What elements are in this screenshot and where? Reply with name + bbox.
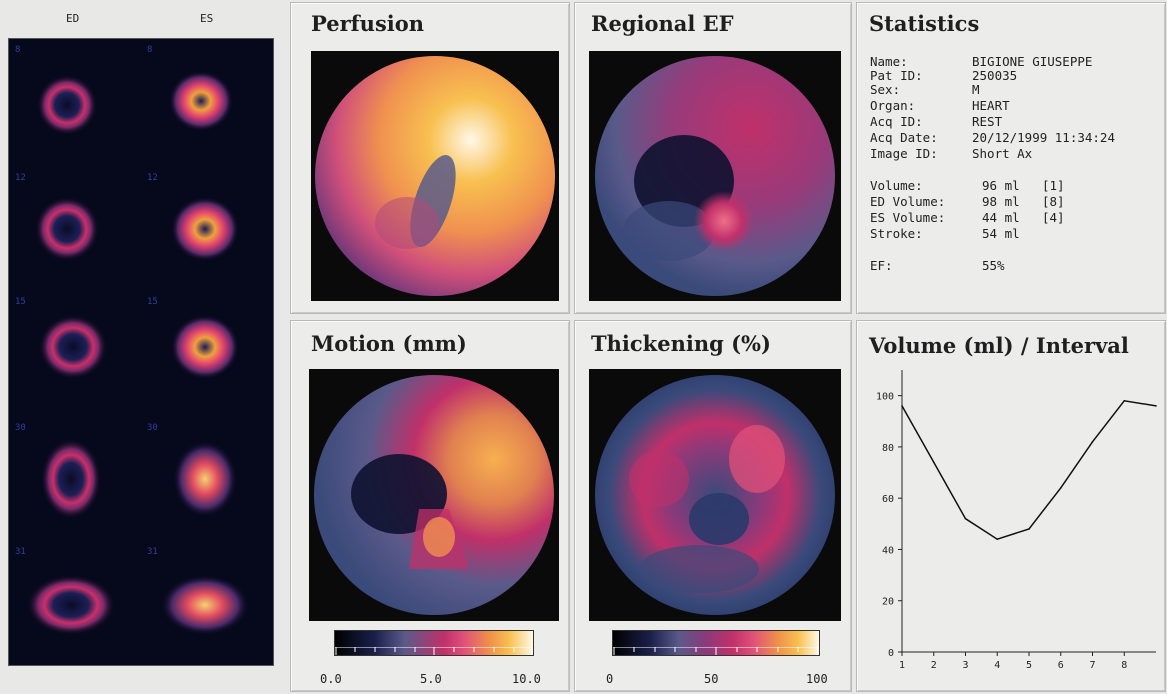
stat-note: [4] [1042, 210, 1065, 225]
x-tick-label: 8 [1121, 660, 1127, 671]
thickening-scale-min: 0 [606, 672, 614, 686]
volume-point [1059, 487, 1062, 489]
volume-point [932, 461, 935, 464]
stat-label: ED Volume: [870, 194, 946, 209]
volume-point [1091, 440, 1094, 443]
volume-point [1155, 405, 1157, 407]
stat-value: 54 ml [982, 226, 1020, 241]
statistics-title: Statistics [869, 11, 980, 36]
stat-value: M [972, 82, 980, 97]
stat-value: 98 ml [982, 194, 1020, 209]
stat-label: Sex: [870, 82, 901, 97]
x-tick-label: 5 [1026, 660, 1032, 671]
x-tick-label: 4 [994, 660, 1000, 671]
x-tick-label: 2 [931, 660, 937, 671]
thickening-polar-map [589, 369, 841, 621]
regional-ef-panel: Regional EF [574, 2, 852, 314]
regional-ef-title: Regional EF [591, 11, 734, 36]
stat-value: BIGIONE GIUSEPPE [972, 54, 1093, 69]
slice-number-label: 30 [147, 423, 158, 433]
slice-number-label: 12 [147, 173, 158, 183]
stat-value: 44 ml [982, 210, 1020, 225]
volume-point [1028, 528, 1030, 530]
stat-label: ES Volume: [870, 210, 946, 225]
thickening-scale-mid: 50 [704, 672, 719, 686]
stat-label: Pat ID: [870, 68, 923, 83]
slice-es-31 [161, 575, 249, 635]
motion-scale-min: 0.0 [320, 672, 342, 686]
stat-value: 250035 [972, 68, 1018, 83]
stat-note: [1] [1042, 178, 1065, 193]
stat-value: Short Ax [972, 146, 1033, 161]
motion-scale-max: 10.0 [512, 672, 541, 686]
volume-line [901, 399, 1157, 541]
slice-ed-31 [27, 575, 115, 635]
stat-label: Volume: [870, 178, 923, 193]
thickening-scale-max: 100 [806, 672, 828, 686]
slice-es-12 [171, 197, 239, 261]
slice-number-label: 15 [15, 297, 26, 307]
stat-label: Stroke: [870, 226, 923, 241]
slice-es-15 [171, 315, 239, 379]
motion-title: Motion (mm) [311, 331, 467, 356]
slice-grid: 8 8 12 12 15 15 30 30 31 31 [8, 38, 274, 666]
motion-scale-mid: 5.0 [420, 672, 442, 686]
slice-ed-15 [39, 315, 107, 379]
stat-value: REST [972, 114, 1003, 129]
y-tick-label: 80 [882, 443, 894, 454]
motion-polar-map [309, 369, 559, 621]
slice-number-label: 8 [15, 45, 21, 55]
thickening-title: Thickening (%) [591, 331, 771, 356]
ef-value: 55% [982, 258, 1005, 273]
x-tick-label: 6 [1058, 660, 1064, 671]
y-tick-label: 40 [882, 545, 894, 556]
stat-value: HEART [972, 98, 1010, 113]
stat-value: 20/12/1999 11:34:24 [972, 130, 1115, 145]
y-tick-label: 0 [888, 648, 894, 659]
slice-ed-30 [41, 439, 101, 519]
stat-note: [8] [1042, 194, 1065, 209]
volume-chart: 0 20 40 60 80 100 1 2 3 4 5 6 7 8 [876, 370, 1157, 671]
volume-point [901, 405, 903, 407]
y-tick-label: 100 [876, 392, 894, 403]
volume-title: Volume (ml) / Interval [869, 333, 1129, 358]
volume-panel: Volume (ml) / Interval [856, 320, 1166, 692]
slice-number-label: 30 [15, 423, 26, 433]
x-tick-label: 7 [1089, 660, 1095, 671]
thickening-color-scale [612, 630, 820, 656]
perfusion-title: Perfusion [311, 11, 425, 36]
y-tick-label: 60 [882, 494, 894, 505]
es-column-header: ES [200, 12, 214, 25]
perfusion-polar-map [311, 51, 559, 301]
perfusion-panel: Perfusion [290, 2, 570, 314]
volume-point [964, 517, 967, 520]
stat-label: Organ: [870, 98, 916, 113]
stat-label: Image ID: [870, 146, 938, 161]
stat-label: Name: [870, 54, 908, 69]
slice-number-label: 8 [147, 45, 153, 55]
slice-es-30 [173, 441, 237, 517]
motion-color-scale [334, 630, 534, 656]
x-tick-label: 1 [899, 660, 905, 671]
stat-value: 96 ml [982, 178, 1020, 193]
regional-ef-polar-map [589, 51, 841, 301]
slice-es-8 [169, 71, 233, 131]
slice-number-label: 12 [15, 173, 26, 183]
volume-point [1123, 399, 1126, 402]
slice-ed-8 [37, 75, 97, 135]
statistics-panel: Statistics [856, 2, 1166, 314]
slice-images [27, 71, 249, 635]
stat-label: Acq Date: [870, 130, 938, 145]
stat-label: Acq ID: [870, 114, 923, 129]
slice-number-label: 31 [147, 547, 158, 557]
slice-ed-12 [35, 197, 99, 261]
slice-number-label: 31 [15, 547, 26, 557]
y-tick-label: 20 [882, 597, 894, 608]
slice-number-label: 15 [147, 297, 158, 307]
ef-label: EF: [870, 258, 893, 273]
ed-column-header: ED [66, 12, 80, 25]
volume-point [996, 538, 999, 540]
x-tick-label: 3 [962, 660, 968, 671]
